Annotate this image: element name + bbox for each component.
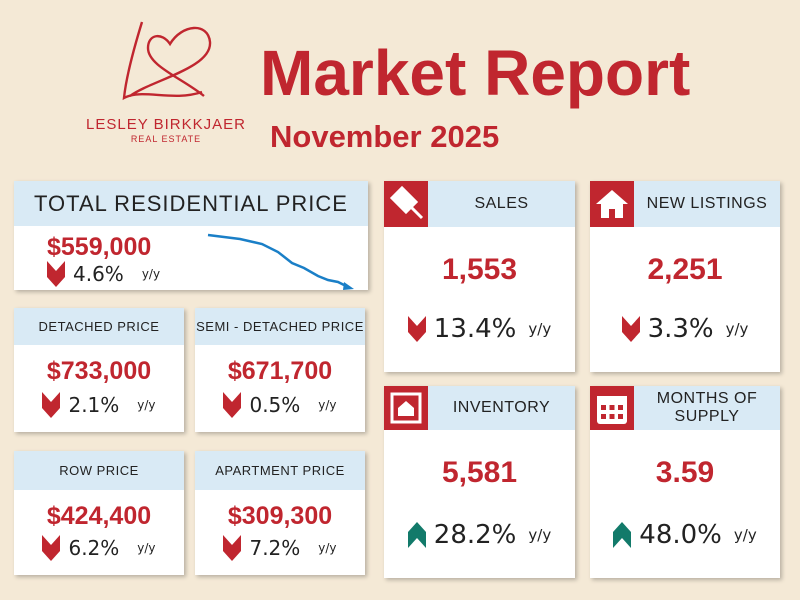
change-value: 3.3% bbox=[647, 314, 714, 344]
card: TOTAL RESIDENTIAL PRICE $559,000 4.6% y/y bbox=[14, 181, 368, 290]
change-unit: y/y bbox=[528, 526, 552, 544]
brand-sub: REAL ESTATE bbox=[130, 134, 202, 144]
card-value: $671,700 bbox=[227, 357, 333, 385]
change-arrow bbox=[223, 535, 242, 561]
change-value: 48.0% bbox=[639, 520, 722, 550]
card-label: SEMI - DETACHED PRICE bbox=[195, 308, 365, 345]
change-row: 7.2% y/y bbox=[195, 535, 365, 561]
logo-heart bbox=[122, 21, 212, 101]
card: SALES 1,553 13.4% y/y bbox=[384, 181, 575, 372]
change-value: 7.2% bbox=[249, 536, 301, 560]
card-icon bbox=[384, 181, 428, 227]
change-unit: y/y bbox=[318, 398, 337, 412]
change-unit: y/y bbox=[141, 267, 161, 281]
change-unit: y/y bbox=[318, 541, 337, 555]
change-arrow bbox=[42, 392, 61, 418]
change-arrow bbox=[47, 261, 65, 287]
card-value: $559,000 bbox=[47, 233, 152, 261]
card-label: MONTHS OF SUPPLY bbox=[634, 386, 780, 430]
change-row: 3.3% y/y bbox=[590, 314, 780, 344]
change-unit: y/y bbox=[137, 398, 156, 412]
change-row: 4.6% y/y bbox=[47, 261, 160, 287]
card-icon bbox=[384, 386, 428, 430]
change-unit: y/y bbox=[733, 526, 757, 544]
change-row: 2.1% y/y bbox=[14, 392, 184, 418]
card-icon bbox=[590, 181, 634, 227]
card-label: APARTMENT PRICE bbox=[195, 451, 365, 490]
card-label: SALES bbox=[428, 181, 575, 227]
card: NEW LISTINGS 2,251 3.3% y/y bbox=[590, 181, 780, 372]
card: DETACHED PRICE $733,000 2.1% y/y bbox=[14, 308, 184, 432]
change-row: 6.2% y/y bbox=[14, 535, 184, 561]
card: SEMI - DETACHED PRICE $671,700 0.5% y/y bbox=[195, 308, 365, 432]
change-value: 13.4% bbox=[433, 314, 517, 344]
change-unit: y/y bbox=[528, 320, 552, 338]
change-unit: y/y bbox=[725, 320, 749, 338]
card-value: 3.59 bbox=[655, 456, 715, 489]
change-arrow bbox=[621, 316, 640, 342]
card-label: DETACHED PRICE bbox=[14, 308, 184, 345]
card-value: 2,251 bbox=[647, 253, 723, 286]
change-row: 28.2% y/y bbox=[384, 520, 575, 550]
change-value: 6.2% bbox=[68, 536, 120, 560]
card-value: $309,300 bbox=[227, 502, 333, 530]
card-icon bbox=[590, 386, 634, 430]
change-arrow bbox=[613, 522, 632, 548]
card-label: TOTAL RESIDENTIAL PRICE bbox=[14, 181, 368, 226]
subtitle: November 2025 bbox=[270, 119, 500, 154]
brand: LESLEY BIRKKJAER bbox=[86, 116, 246, 133]
title: Market Report bbox=[260, 37, 691, 109]
change-arrow bbox=[42, 535, 61, 561]
change-row: 48.0% y/y bbox=[590, 520, 780, 550]
card-label: INVENTORY bbox=[428, 386, 575, 430]
card-value: $424,400 bbox=[46, 502, 152, 530]
change-arrow bbox=[407, 522, 426, 548]
card-value: $733,000 bbox=[46, 357, 152, 385]
change-value: 4.6% bbox=[73, 262, 124, 286]
card-label: NEW LISTINGS bbox=[634, 181, 780, 227]
change-value: 2.1% bbox=[68, 393, 120, 417]
change-value: 28.2% bbox=[433, 520, 517, 550]
card-label: ROW PRICE bbox=[14, 451, 184, 490]
card: APARTMENT PRICE $309,300 7.2% y/y bbox=[195, 451, 365, 575]
card: ROW PRICE $424,400 6.2% y/y bbox=[14, 451, 184, 575]
card-value: 5,581 bbox=[441, 456, 518, 489]
change-row: 0.5% y/y bbox=[195, 392, 365, 418]
change-arrow bbox=[223, 392, 242, 418]
change-value: 0.5% bbox=[249, 393, 301, 417]
change-unit: y/y bbox=[137, 541, 156, 555]
card: MONTHS OF SUPPLY 3.59 48.0% y/y bbox=[590, 386, 780, 578]
change-arrow bbox=[407, 316, 426, 342]
sparkline bbox=[207, 233, 354, 290]
card-value: 1,553 bbox=[441, 253, 518, 286]
card: INVENTORY 5,581 28.2% y/y bbox=[384, 386, 575, 578]
change-row: 13.4% y/y bbox=[384, 314, 575, 344]
